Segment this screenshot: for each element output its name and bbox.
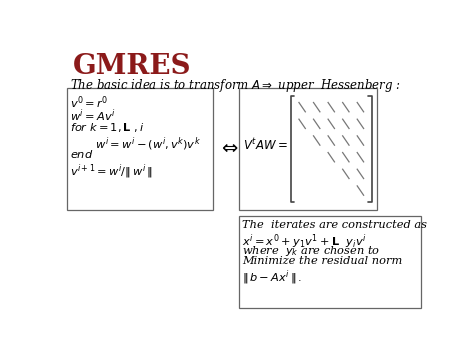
- Text: $end$: $end$: [70, 148, 93, 160]
- Text: $\Leftrightarrow$: $\Leftrightarrow$: [218, 139, 239, 157]
- Text: The basic idea is to transform $A \Rightarrow$ upper  Hessenberg :: The basic idea is to transform $A \Right…: [70, 77, 401, 94]
- Text: $V^t AW =$: $V^t AW =$: [243, 137, 288, 153]
- Text: $\|\, b - Ax^i\,\|\,.$: $\|\, b - Ax^i\,\|\,.$: [242, 268, 302, 287]
- Text: $x^i = x^0 + y_1 v^1 + \mathbf{L}\ \ y_i v^i$: $x^i = x^0 + y_1 v^1 + \mathbf{L}\ \ y_i…: [242, 232, 366, 251]
- Bar: [239, 88, 377, 210]
- Text: Minimize the residual norm: Minimize the residual norm: [242, 256, 402, 266]
- Bar: [239, 216, 421, 308]
- Bar: [67, 88, 213, 210]
- Text: where  $y_k$ are chosen to: where $y_k$ are chosen to: [242, 244, 380, 258]
- Text: The  iterates are constructed as: The iterates are constructed as: [242, 220, 427, 230]
- Text: $w^i = w^i - (w^i, v^k)v^k$: $w^i = w^i - (w^i, v^k)v^k$: [70, 135, 201, 153]
- Text: $w^i = Av^i$: $w^i = Av^i$: [70, 107, 116, 124]
- Text: $for\ k = 1, \mathbf{L}\ , i$: $for\ k = 1, \mathbf{L}\ , i$: [70, 121, 145, 134]
- Text: $v^0 = r^0$: $v^0 = r^0$: [70, 94, 109, 111]
- Text: GMRES: GMRES: [73, 53, 191, 80]
- Text: $v^{i+1} = w^i /\|\, w^i\,\|$: $v^{i+1} = w^i /\|\, w^i\,\|$: [70, 162, 153, 181]
